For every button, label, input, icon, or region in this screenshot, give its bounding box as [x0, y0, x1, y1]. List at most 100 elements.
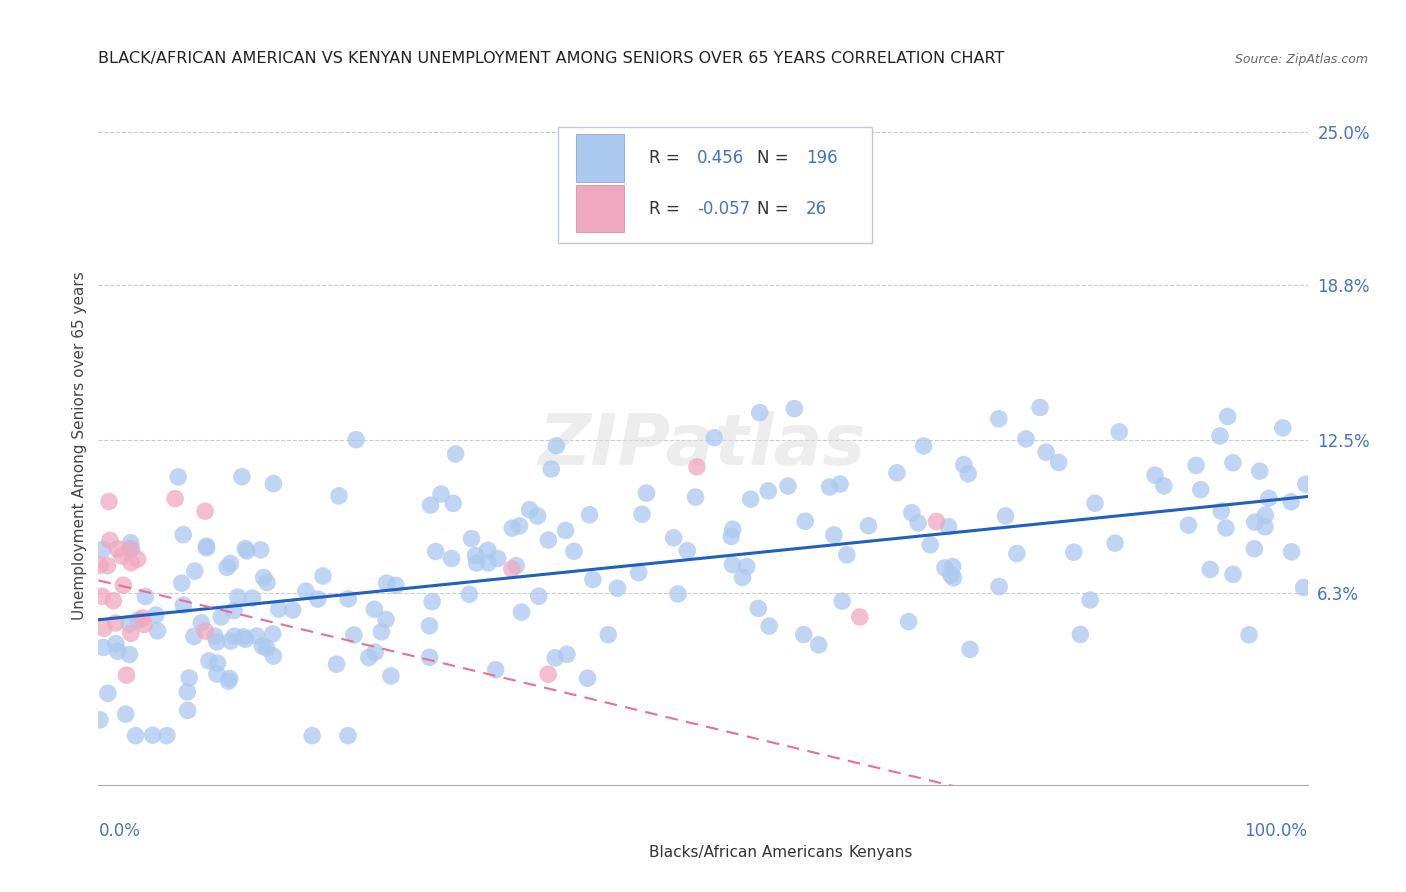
Point: [156, 729, 179, 743]
Point: [262, 649, 284, 664]
Point: [1295, 477, 1317, 491]
Point: [519, 502, 541, 516]
Point: [942, 571, 965, 585]
Point: [98, 533, 121, 548]
Point: [179, 671, 201, 685]
Point: [132, 617, 155, 632]
Point: [194, 624, 217, 639]
Point: [959, 642, 981, 657]
Point: [246, 629, 269, 643]
Point: [252, 639, 274, 653]
Point: [120, 626, 142, 640]
Point: [1015, 432, 1038, 446]
Point: [555, 648, 578, 662]
Point: [1215, 521, 1237, 535]
Point: [988, 580, 1011, 594]
Point: [98, 494, 121, 508]
Point: [731, 570, 754, 584]
Point: [1216, 409, 1239, 424]
Point: [207, 656, 229, 670]
Point: [783, 401, 806, 416]
Point: [1069, 627, 1091, 641]
Point: [262, 476, 284, 491]
Point: [301, 729, 323, 743]
Point: [120, 535, 142, 549]
Point: [994, 508, 1017, 523]
Point: [537, 533, 560, 547]
Point: [740, 492, 762, 507]
Point: [823, 528, 845, 542]
Point: [582, 573, 605, 587]
Point: [1254, 508, 1277, 522]
Point: [115, 668, 138, 682]
Point: [235, 541, 257, 556]
Point: [703, 431, 725, 445]
Point: [920, 538, 942, 552]
Point: [501, 562, 523, 576]
Point: [146, 624, 169, 638]
Bar: [576, 185, 624, 233]
Point: [370, 624, 392, 639]
Point: [486, 551, 509, 566]
Point: [858, 518, 880, 533]
Point: [952, 458, 974, 472]
Point: [419, 498, 441, 512]
Point: [262, 627, 284, 641]
Point: [312, 569, 335, 583]
Point: [849, 610, 872, 624]
Point: [501, 521, 523, 535]
Point: [485, 663, 508, 677]
Point: [957, 467, 980, 481]
Point: [1035, 445, 1057, 459]
Point: [249, 542, 271, 557]
Point: [118, 617, 141, 632]
Point: [460, 532, 482, 546]
Point: [344, 433, 367, 447]
Point: [96, 558, 118, 573]
Point: [1249, 464, 1271, 478]
Point: [170, 576, 193, 591]
Point: [121, 541, 143, 556]
Point: [735, 559, 758, 574]
Point: [134, 590, 156, 604]
Point: [236, 544, 259, 558]
Point: [1078, 593, 1101, 607]
Point: [256, 641, 278, 656]
Point: [1271, 421, 1294, 435]
Point: [172, 598, 194, 612]
Point: [464, 549, 486, 563]
Point: [91, 590, 114, 604]
Point: [219, 634, 242, 648]
Point: [934, 561, 956, 575]
Point: [107, 541, 129, 556]
Text: -0.057: -0.057: [697, 200, 749, 218]
Point: [578, 508, 600, 522]
Point: [527, 589, 550, 603]
Point: [686, 459, 709, 474]
Point: [1029, 401, 1052, 415]
Point: [142, 728, 165, 742]
Point: [1177, 518, 1199, 533]
Point: [218, 674, 240, 689]
Point: [167, 470, 190, 484]
Point: [190, 615, 212, 630]
Point: [598, 628, 620, 642]
Point: [222, 604, 245, 618]
Point: [1047, 455, 1070, 469]
Point: [1153, 479, 1175, 493]
Point: [938, 519, 960, 533]
Point: [104, 615, 127, 630]
Point: [218, 672, 240, 686]
Point: [253, 570, 276, 584]
Point: [510, 605, 533, 619]
Point: [1211, 504, 1233, 518]
Point: [1243, 515, 1265, 529]
Point: [912, 439, 935, 453]
Point: [89, 558, 111, 573]
Point: [1084, 496, 1107, 510]
Point: [793, 627, 815, 641]
Point: [127, 552, 149, 566]
Point: [183, 630, 205, 644]
Point: [385, 578, 408, 592]
Point: [720, 529, 742, 543]
